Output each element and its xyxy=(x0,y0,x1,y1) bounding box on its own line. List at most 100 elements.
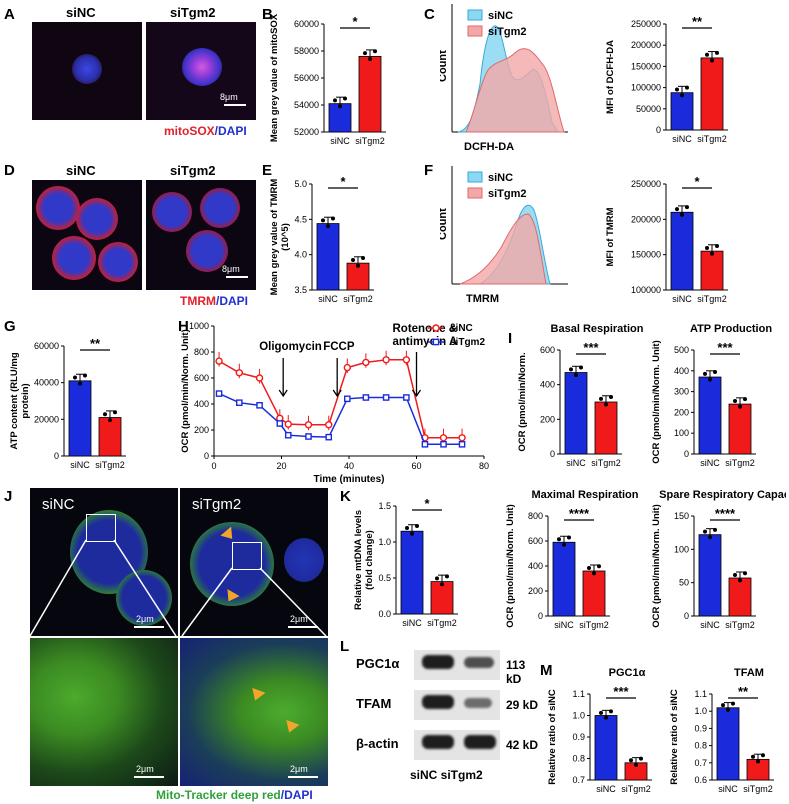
y-tick-label: 250000 xyxy=(631,19,661,29)
x-tick-label: siNC xyxy=(596,784,616,794)
significance-label: * xyxy=(694,174,700,189)
data-point xyxy=(78,381,82,386)
legend-nc: siNC xyxy=(450,323,473,334)
data-point xyxy=(713,527,717,532)
significance-label: **** xyxy=(715,506,736,521)
zoom-box xyxy=(232,542,262,570)
bar-chart-mfi-dcfh: MFI of DCFH-DA 0 50000 100000 150000 200000 25… xyxy=(605,14,728,144)
cell xyxy=(152,192,192,232)
x-tick-label: siNC xyxy=(70,460,90,470)
nucleus xyxy=(72,54,102,84)
data-point xyxy=(562,542,566,547)
significance-label: *** xyxy=(583,340,599,355)
legend-kd: siTgm2 xyxy=(488,188,527,200)
panel-a-caption: mitoSOX/DAPI xyxy=(164,124,247,138)
data-point xyxy=(579,365,583,370)
y-tick-label: 200 xyxy=(194,425,209,435)
arrowhead-icon xyxy=(411,389,422,398)
bar-chart-spare-capacity: Spare Respiratory Capacity OCR (pmol/min/… xyxy=(651,489,786,630)
y-tick-label: 0 xyxy=(550,449,555,459)
y-tick-label: 60000 xyxy=(294,19,319,29)
x-tick-label: 0 xyxy=(211,461,216,471)
data-point xyxy=(710,251,714,256)
legend-kd: siTgm2 xyxy=(450,337,485,348)
y-tick-label: 4.0 xyxy=(294,250,307,260)
chart-title: ATP Production xyxy=(690,323,772,335)
flow-c-xlabel: DCFH-DA xyxy=(464,141,514,153)
bar-chart-mtdna: Relative mtDNA levels (fold change) 0.0 0.5… xyxy=(353,496,458,628)
data-point xyxy=(574,373,578,378)
series-line-siTgm2 xyxy=(218,392,463,446)
y-tick-label: 58000 xyxy=(294,46,319,56)
data-point xyxy=(363,51,367,56)
data-point xyxy=(321,218,325,223)
y-axis-label: ATP content (RLU/mg xyxy=(9,352,20,449)
bar-siTgm2 xyxy=(430,581,454,615)
data-point xyxy=(326,224,330,229)
x-tick-label: 60 xyxy=(411,461,421,471)
legend-swatch-nc xyxy=(467,9,483,21)
x-tick-label: siTgm2 xyxy=(621,784,651,794)
x-axis-label: Time (minutes) xyxy=(314,474,385,485)
line-chart-ocr: 0 200 400 600 800 1000 0 20 40 60 80 Time (minutes)… xyxy=(180,321,489,485)
significance-label: * xyxy=(352,14,358,29)
bar-siNC xyxy=(670,211,694,291)
bar-siTgm2 xyxy=(358,56,382,133)
y-tick-label: 0.5 xyxy=(378,573,391,583)
scale-bar xyxy=(288,776,318,778)
y-tick-label: 3.5 xyxy=(294,285,307,295)
blot-lane-labels: siNC siTgm2 xyxy=(410,768,483,782)
data-point xyxy=(338,104,342,109)
data-point xyxy=(362,358,370,367)
data-point xyxy=(751,754,755,759)
data-point xyxy=(710,58,714,63)
data-point xyxy=(703,529,707,534)
arrowhead-icon xyxy=(278,389,288,398)
data-point xyxy=(609,709,613,714)
data-point xyxy=(382,356,390,364)
bar-siNC xyxy=(68,380,92,457)
data-point xyxy=(715,50,719,55)
y-tick-label: 52000 xyxy=(294,127,319,137)
western-blot: PGC1α TFAM β-actin 113 kD 29 kD 42 kD si… xyxy=(352,650,542,790)
y-tick-label: 20000 xyxy=(34,414,59,424)
bar-siNC xyxy=(400,530,424,615)
y-tick-label: 800 xyxy=(528,511,543,521)
data-point xyxy=(373,49,377,54)
caption-stain: Mito-Tracker deep red xyxy=(156,788,281,802)
data-point xyxy=(304,421,313,429)
histogram-kd xyxy=(459,213,547,285)
data-point xyxy=(402,356,411,364)
y-tick-label: 60000 xyxy=(34,341,59,351)
data-point xyxy=(705,245,709,250)
cell xyxy=(284,538,324,582)
x-tick-label: siNC xyxy=(700,458,720,468)
y-axis-label: MFI of DCFH-DA xyxy=(605,40,616,114)
chart-title: TFAM xyxy=(734,667,764,679)
data-point xyxy=(629,758,633,763)
data-point xyxy=(604,402,608,407)
bar-chart-tmrm-grey: Mean grey value of TMRM (10^5) 3.5 4.0 4.5 5.… xyxy=(269,174,374,304)
bar-chart-atp-content: ATP content (RLU/mg protein) 0 20000 40000 60… xyxy=(9,336,126,470)
y-tick-label: 0.8 xyxy=(694,741,707,751)
annotation-fccp: FCCP xyxy=(323,341,355,353)
y-axis-label: MFI of TMRM xyxy=(605,207,616,266)
scale-bar-label: 2μm xyxy=(290,614,308,624)
data-point xyxy=(685,85,689,90)
x-tick-label: siNC xyxy=(402,618,422,628)
series-line-siNC xyxy=(218,359,463,439)
bar-chart-pgc1a: PGC1α Relative ratio of siNC 0.7 0.8 0.9 1.0 1… xyxy=(547,667,652,794)
histogram-kd xyxy=(465,48,565,133)
data-point xyxy=(703,371,707,376)
flow-f-xlabel: TMRM xyxy=(466,293,499,305)
bar-siTgm2 xyxy=(700,250,724,291)
significance-label: *** xyxy=(613,684,629,699)
significance-label: ** xyxy=(90,336,101,351)
x-tick-label: siNC xyxy=(672,294,692,304)
y-axis-label: Mean grey value of mitoSOX xyxy=(269,13,280,142)
bar-siNC xyxy=(552,541,576,617)
data-point xyxy=(634,762,638,767)
scale-bar-label: 8μm xyxy=(222,264,240,274)
band-size-pgc1a: 113 kD xyxy=(506,658,526,686)
x-tick-label: siTgm2 xyxy=(579,620,609,630)
